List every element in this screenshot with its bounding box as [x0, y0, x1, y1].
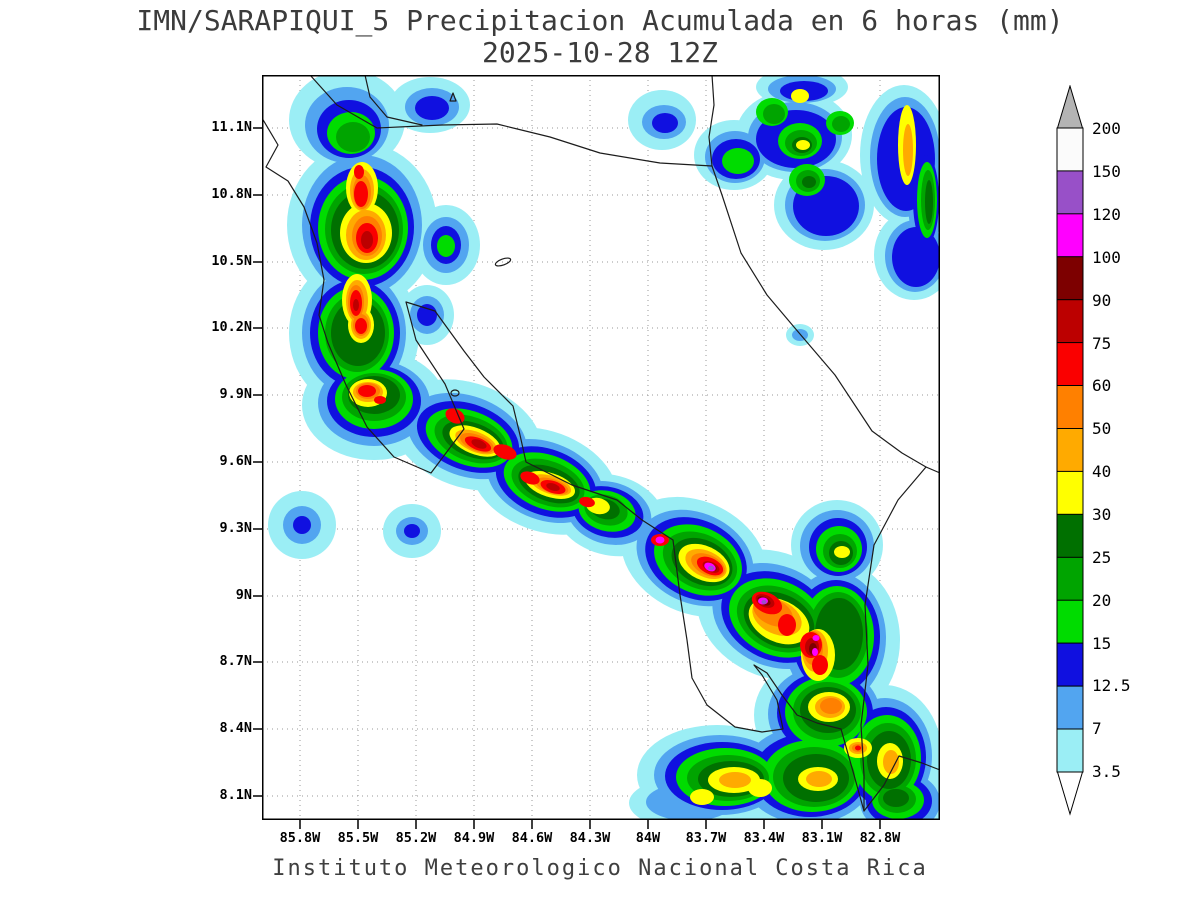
colorbar	[1056, 85, 1084, 816]
legend-tick-label: 120	[1092, 205, 1121, 224]
lon-tick-label: 85.8W	[279, 830, 321, 846]
lat-tick-label: 10.8N	[211, 186, 252, 202]
lat-tick-label: 8.1N	[219, 787, 252, 803]
legend-tick-label: 3.5	[1092, 762, 1121, 781]
legend-tick-label: 50	[1092, 419, 1112, 438]
lon-tick-label: 84.9W	[453, 830, 495, 846]
lat-tick-label: 11.1N	[211, 119, 252, 135]
legend-tick-label: 25	[1092, 548, 1112, 567]
institution-footer: Instituto Meteorologico Nacional Costa R…	[272, 856, 928, 881]
axis-ticks	[253, 127, 881, 829]
lat-tick-label: 8.7N	[219, 653, 252, 669]
colorbar-arrow-top	[1056, 85, 1084, 129]
legend-tick-label: 20	[1092, 591, 1112, 610]
lon-tick-label: 84.6W	[511, 830, 553, 846]
lat-tick-label: 9.6N	[219, 453, 252, 469]
lat-tick-label: 10.2N	[211, 319, 252, 335]
lon-tick-label: 85.2W	[395, 830, 437, 846]
colorbar-arrow-bottom	[1056, 771, 1084, 816]
legend-tick-label: 7	[1092, 719, 1102, 738]
lat-tick-label: 8.4N	[219, 720, 252, 736]
legend-tick-label: 100	[1092, 248, 1121, 267]
legend-tick-label: 90	[1092, 291, 1112, 310]
lon-tick-label: 82.8W	[859, 830, 901, 846]
legend-tick-label: 12.5	[1092, 676, 1131, 695]
lat-tick-label: 9.9N	[219, 386, 252, 402]
lon-tick-label: 83.7W	[685, 830, 727, 846]
coastline	[262, 75, 940, 812]
plot-frame	[262, 75, 940, 820]
precipitation-field	[268, 75, 940, 820]
precipitation-map	[253, 75, 940, 829]
legend-tick-label: 40	[1092, 462, 1112, 481]
lon-tick-label: 83.1W	[801, 830, 843, 846]
lat-tick-label: 9.3N	[219, 520, 252, 536]
lon-tick-label: 83.4W	[743, 830, 785, 846]
precip-120-150mm	[708, 565, 767, 604]
chart-title: IMN/SARAPIQUI_5 Precipitacion Acumulada …	[136, 4, 1064, 37]
legend-tick-label: 200	[1092, 119, 1121, 138]
lat-tick-label: 10.5N	[211, 253, 252, 269]
legend-tick-label: 60	[1092, 376, 1112, 395]
lon-tick-label: 84.3W	[569, 830, 611, 846]
chart-subtitle: 2025-10-28 12Z	[481, 36, 718, 69]
legend-tick-label: 150	[1092, 162, 1121, 181]
lat-tick-label: 9N	[235, 587, 252, 603]
map-plot-area	[253, 75, 940, 829]
lon-tick-label: 85.5W	[337, 830, 379, 846]
legend-tick-label: 75	[1092, 334, 1112, 353]
precip-60-75mm	[350, 165, 861, 751]
legend-tick-label: 30	[1092, 505, 1112, 524]
lon-tick-label: 84W	[635, 830, 661, 846]
legend-tick-label: 15	[1092, 634, 1112, 653]
